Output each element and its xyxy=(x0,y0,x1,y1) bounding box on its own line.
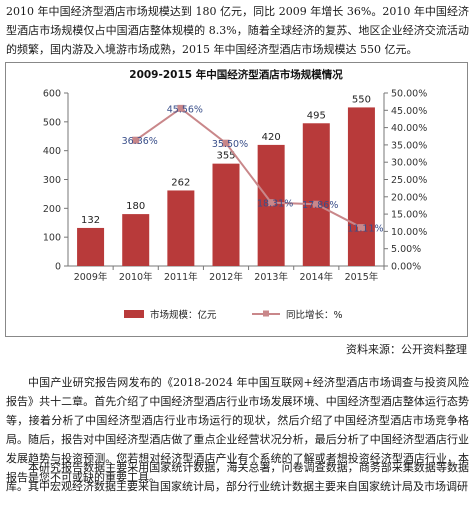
x-tick-label: 2014年 xyxy=(299,271,333,283)
right-tick-label: 0.00% xyxy=(391,262,421,273)
growth-point xyxy=(132,136,140,144)
bar xyxy=(122,214,150,266)
right-tick-label: 45.00% xyxy=(391,106,427,117)
left-tick-label: 200 xyxy=(43,204,61,215)
growth-point xyxy=(177,104,185,112)
chart-title: 2009-2015 年中国经济型酒店市场规模情况 xyxy=(129,68,343,81)
right-tick-label: 35.00% xyxy=(391,140,427,151)
growth-value-label: 35.50% xyxy=(212,139,248,150)
growth-point xyxy=(222,139,230,147)
bar xyxy=(212,163,240,266)
bar xyxy=(77,227,105,266)
x-tick-label: 2012年 xyxy=(209,271,243,283)
bar-value-label: 550 xyxy=(352,94,371,105)
bar xyxy=(167,190,195,266)
bar-value-label: 355 xyxy=(216,151,235,162)
bar-value-label: 420 xyxy=(262,132,281,143)
growth-value-label: 45.56% xyxy=(167,104,203,115)
left-tick-label: 600 xyxy=(43,89,61,100)
legend-label-growth: 同比增长：% xyxy=(286,309,343,321)
bar xyxy=(302,123,330,267)
market-size-chart: 2009-2015 年中国经济型酒店市场规模情况 0 100 200 300 400 50… xyxy=(43,68,427,321)
right-tick-label: 10.00% xyxy=(391,227,427,238)
bar-value-label: 495 xyxy=(307,110,326,121)
x-tick-label: 2010年 xyxy=(119,271,153,283)
growth-value-label: 18.31% xyxy=(257,199,293,210)
growth-value-label: 36.36% xyxy=(122,136,158,147)
bar-value-label: 262 xyxy=(171,177,190,188)
chart-frame: 2009-2015 年中国经济型酒店市场规模情况 0 100 200 300 400 50… xyxy=(5,62,468,337)
right-tick-label: 5.00% xyxy=(391,244,421,255)
growth-point xyxy=(312,200,320,208)
legend-label-market-size: 市场规模：亿元 xyxy=(150,309,217,321)
right-tick-label: 30.00% xyxy=(391,158,427,169)
legend-marker-growth xyxy=(263,310,269,317)
body-paragraph-2: 本研究报告数据主要采用国家统计数据，海关总署，问卷调查数据，商务部采集数据等数据… xyxy=(6,461,469,493)
left-tick-label: 500 xyxy=(43,117,61,128)
growth-value-label: 11.11% xyxy=(347,224,383,235)
right-tick-label: 20.00% xyxy=(391,192,427,203)
left-tick-label: 100 xyxy=(43,233,61,244)
x-tick-label: 2011年 xyxy=(164,271,198,283)
left-tick-label: 0 xyxy=(55,262,61,273)
right-tick-label: 50.00% xyxy=(391,89,427,100)
right-tick-label: 40.00% xyxy=(391,123,427,134)
growth-point xyxy=(357,224,365,232)
growth-point xyxy=(267,199,275,207)
x-tick-label: 2009年 xyxy=(74,271,108,283)
left-tick-label: 400 xyxy=(43,146,61,157)
bar-value-label: 132 xyxy=(81,215,100,226)
source-note: 资料来源：公开资料整理 xyxy=(346,343,467,356)
left-tick-label: 300 xyxy=(43,175,61,186)
x-tick-label: 2013年 xyxy=(254,271,288,283)
body-paragraph-1: 中国产业研究报告网发布的《2018-2024 年中国互联网+经济型酒店市场调查与… xyxy=(6,376,469,484)
right-tick-label: 25.00% xyxy=(391,175,427,186)
bar xyxy=(347,107,375,266)
growth-value-label: 17.86% xyxy=(302,200,338,211)
right-tick-label: 15.00% xyxy=(391,210,427,221)
legend-swatch-market-size xyxy=(124,310,144,318)
bar-value-label: 180 xyxy=(126,201,145,212)
growth-line xyxy=(135,107,362,229)
x-tick-label: 2015年 xyxy=(345,271,379,283)
intro-paragraph: 2010 年中国经济型酒店市场规模达到 180 亿元，同比 2009 年增长 3… xyxy=(6,5,469,56)
